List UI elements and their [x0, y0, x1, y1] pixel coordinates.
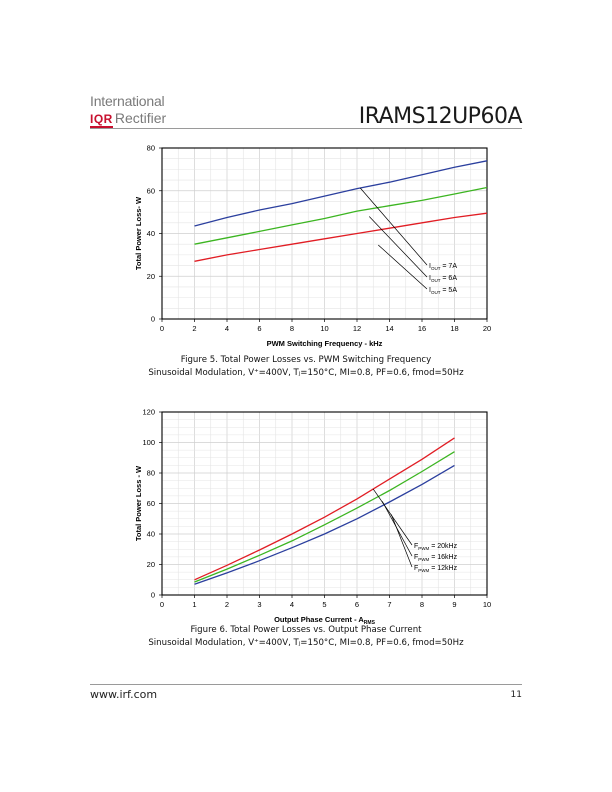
- series-line: [194, 464, 455, 585]
- part-number: IRAMS12UP60A: [358, 104, 523, 129]
- series-label: FPWM = 12kHz: [414, 565, 458, 573]
- x-tick-label: 3: [257, 600, 261, 609]
- x-axis-label-sub: RMS: [364, 620, 376, 626]
- x-tick-label: 9: [452, 600, 456, 609]
- series-label-main: F: [414, 565, 418, 572]
- x-tick-label: 2: [225, 600, 229, 609]
- y-tick-label: 100: [142, 438, 155, 447]
- series-line: [194, 437, 455, 581]
- figure-5-caption-conditions: Sinusoidal Modulation, V⁺=400V, Tⱼ=150°C…: [148, 367, 464, 378]
- y-tick-label: 20: [147, 560, 155, 569]
- y-tick-label: 120: [142, 408, 155, 417]
- x-tick-label: 10: [483, 600, 491, 609]
- series-label: IOUT = 6A: [429, 275, 457, 283]
- footer-url[interactable]: www.irf.com: [90, 688, 158, 701]
- y-tick-label: 40: [147, 229, 155, 238]
- figure-5-chart: 0 2 4 6 8 10 12 14 16 18 20 0 20 40 60 80 PWM Switching …: [0, 138, 612, 354]
- x-tick-label: 16: [418, 324, 426, 333]
- x-tick-label: 8: [420, 600, 424, 609]
- footer-rule: [90, 684, 522, 685]
- y-axis-label: Total Power Loss- W: [134, 196, 143, 270]
- x-tick-label: 1: [192, 600, 196, 609]
- ir-logo: International IQR Rectifier: [90, 93, 167, 128]
- logo-international-text: International: [90, 93, 165, 109]
- series-label-main: I: [429, 287, 431, 294]
- y-tick-label: 0: [151, 591, 155, 600]
- x-tick-label: 14: [385, 324, 393, 333]
- x-tick-label: 20: [483, 324, 491, 333]
- leader-line: [368, 216, 428, 278]
- y-tick-label: 60: [147, 186, 155, 195]
- series-label-rest: = 12kHz: [429, 565, 457, 572]
- x-tick-label: 12: [353, 324, 361, 333]
- series-line: [194, 160, 488, 227]
- leader-line: [359, 187, 428, 266]
- x-tick-label: 4: [290, 600, 294, 609]
- y-tick-label: 40: [147, 530, 155, 539]
- series-label: IOUT = 5A: [429, 287, 457, 295]
- series-label-rest: = 20kHz: [429, 543, 457, 550]
- y-axis-label: Total Power Loss - W: [134, 465, 143, 541]
- series-line: [194, 451, 455, 583]
- x-tick-label: 2: [192, 324, 196, 333]
- series-label-rest: = 5A: [440, 287, 457, 294]
- y-tick-label: 0: [151, 315, 155, 324]
- y-tick-label: 80: [147, 469, 155, 478]
- figure-6-caption: Figure 6. Total Power Losses vs. Output …: [0, 624, 612, 649]
- series-label-sub: OUT: [431, 290, 441, 295]
- figure-6-chart: 0 1 2 3 4 5 6 7 8 9 10 0 20 40 60 80 100 120 Output Phase …: [0, 402, 612, 626]
- y-tick-label: 20: [147, 272, 155, 281]
- y-tick-label: 80: [147, 144, 155, 153]
- series-label-main: I: [429, 275, 431, 282]
- figure-5-svg: 0 2 4 6 8 10 12 14 16 18 20 0 20 40 60 80 PWM Switching …: [134, 144, 491, 348]
- series-label-rest: = 7A: [440, 263, 457, 270]
- series-line: [194, 186, 488, 245]
- x-tick-label: 6: [257, 324, 261, 333]
- series-label: FPWM = 20kHz: [414, 543, 458, 551]
- x-tick-label: 10: [320, 324, 328, 333]
- x-tick-label: 18: [450, 324, 458, 333]
- figure-6-caption-conditions: Sinusoidal Modulation, V⁺=400V, Tⱼ=150°C…: [148, 637, 464, 648]
- leader-line: [378, 244, 428, 290]
- series-label-main: F: [414, 543, 418, 550]
- series-label-main: I: [429, 263, 431, 270]
- series-label-rest: = 6A: [440, 275, 457, 282]
- logo-ior-mark: IQR: [90, 112, 113, 128]
- header-rule: [90, 128, 522, 129]
- series-label-sub: OUT: [431, 266, 441, 271]
- figure-5-caption: Figure 5. Total Power Losses vs. PWM Swi…: [0, 354, 612, 379]
- series-line: [194, 212, 488, 262]
- series-label-sub: PWM: [418, 568, 429, 573]
- series-label: FPWM = 16kHz: [414, 554, 458, 562]
- x-axis-label: PWM Switching Frequency - kHz: [267, 339, 383, 348]
- series-label: IOUT = 7A: [429, 263, 457, 271]
- x-tick-label: 4: [225, 324, 229, 333]
- logo-rectifier-text: Rectifier: [114, 110, 167, 126]
- series-label-rest: = 16kHz: [429, 554, 457, 561]
- series-label-main: F: [414, 554, 418, 561]
- y-tick-label: 60: [147, 499, 155, 508]
- x-tick-label: 0: [160, 324, 164, 333]
- series-label-sub: PWM: [418, 557, 429, 562]
- figure-6-caption-title: Figure 6. Total Power Losses vs. Output …: [190, 625, 422, 635]
- x-tick-label: 0: [160, 600, 164, 609]
- x-axis-label: Output Phase Current - ARMS: [274, 615, 376, 626]
- series-label-sub: PWM: [418, 546, 429, 551]
- leader-line: [390, 514, 413, 568]
- x-tick-label: 6: [355, 600, 359, 609]
- x-tick-label: 7: [387, 600, 391, 609]
- figure-5-caption-title: Figure 5. Total Power Losses vs. PWM Swi…: [180, 355, 432, 365]
- x-tick-label: 8: [290, 324, 294, 333]
- page-number: 11: [510, 690, 522, 700]
- series-label-sub: OUT: [431, 278, 441, 283]
- x-tick-label: 5: [322, 600, 326, 609]
